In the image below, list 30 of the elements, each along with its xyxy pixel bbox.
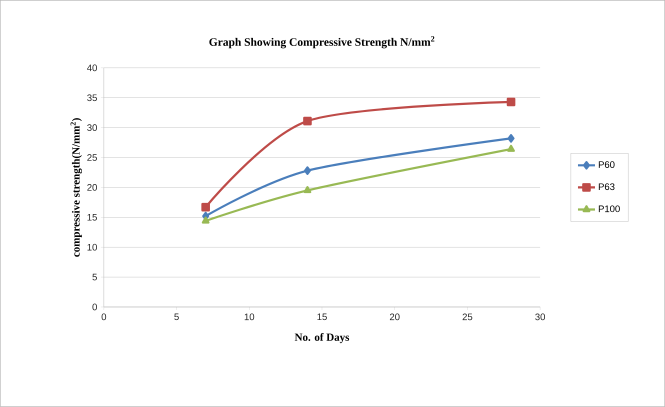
x-axis-title: No. of Days <box>294 333 350 344</box>
x-tick-label: 25 <box>462 314 472 320</box>
point <box>304 186 312 194</box>
y-tick-label: 25 <box>87 154 97 161</box>
legend-label: P60 <box>598 161 615 168</box>
y-tick-label: 40 <box>87 64 97 72</box>
y-tick-label: 20 <box>87 184 97 191</box>
x-tick-label: 20 <box>390 314 400 320</box>
y-tick-label: 15 <box>88 214 97 221</box>
x-tick-label: 30 <box>535 314 546 320</box>
y-tick-label: 35 <box>87 94 97 102</box>
point <box>201 202 210 212</box>
x-tick-label: 10 <box>244 314 254 320</box>
y-tick-label: 10 <box>88 244 97 251</box>
y-axis-title: compressive strength(N/mm$^{2}$) <box>70 118 82 257</box>
y-tick-label: 0 <box>92 304 97 310</box>
y-tick-label: 5 <box>92 274 97 280</box>
legend-label: P63 <box>598 183 615 190</box>
x-tick-label: 5 <box>174 314 179 320</box>
chart-title: Graph Showing Compressive Strength N/mm$^{2}$ <box>209 36 434 48</box>
point <box>202 216 210 224</box>
y-tick-label: 30 <box>87 124 97 132</box>
point <box>507 144 515 152</box>
point <box>508 134 515 143</box>
x-tick-label: 15 <box>317 314 327 320</box>
legend-label: P100 <box>598 206 620 212</box>
point <box>303 116 312 126</box>
point <box>506 98 516 106</box>
x-tick-label: 0 <box>102 314 106 320</box>
point <box>304 166 311 176</box>
